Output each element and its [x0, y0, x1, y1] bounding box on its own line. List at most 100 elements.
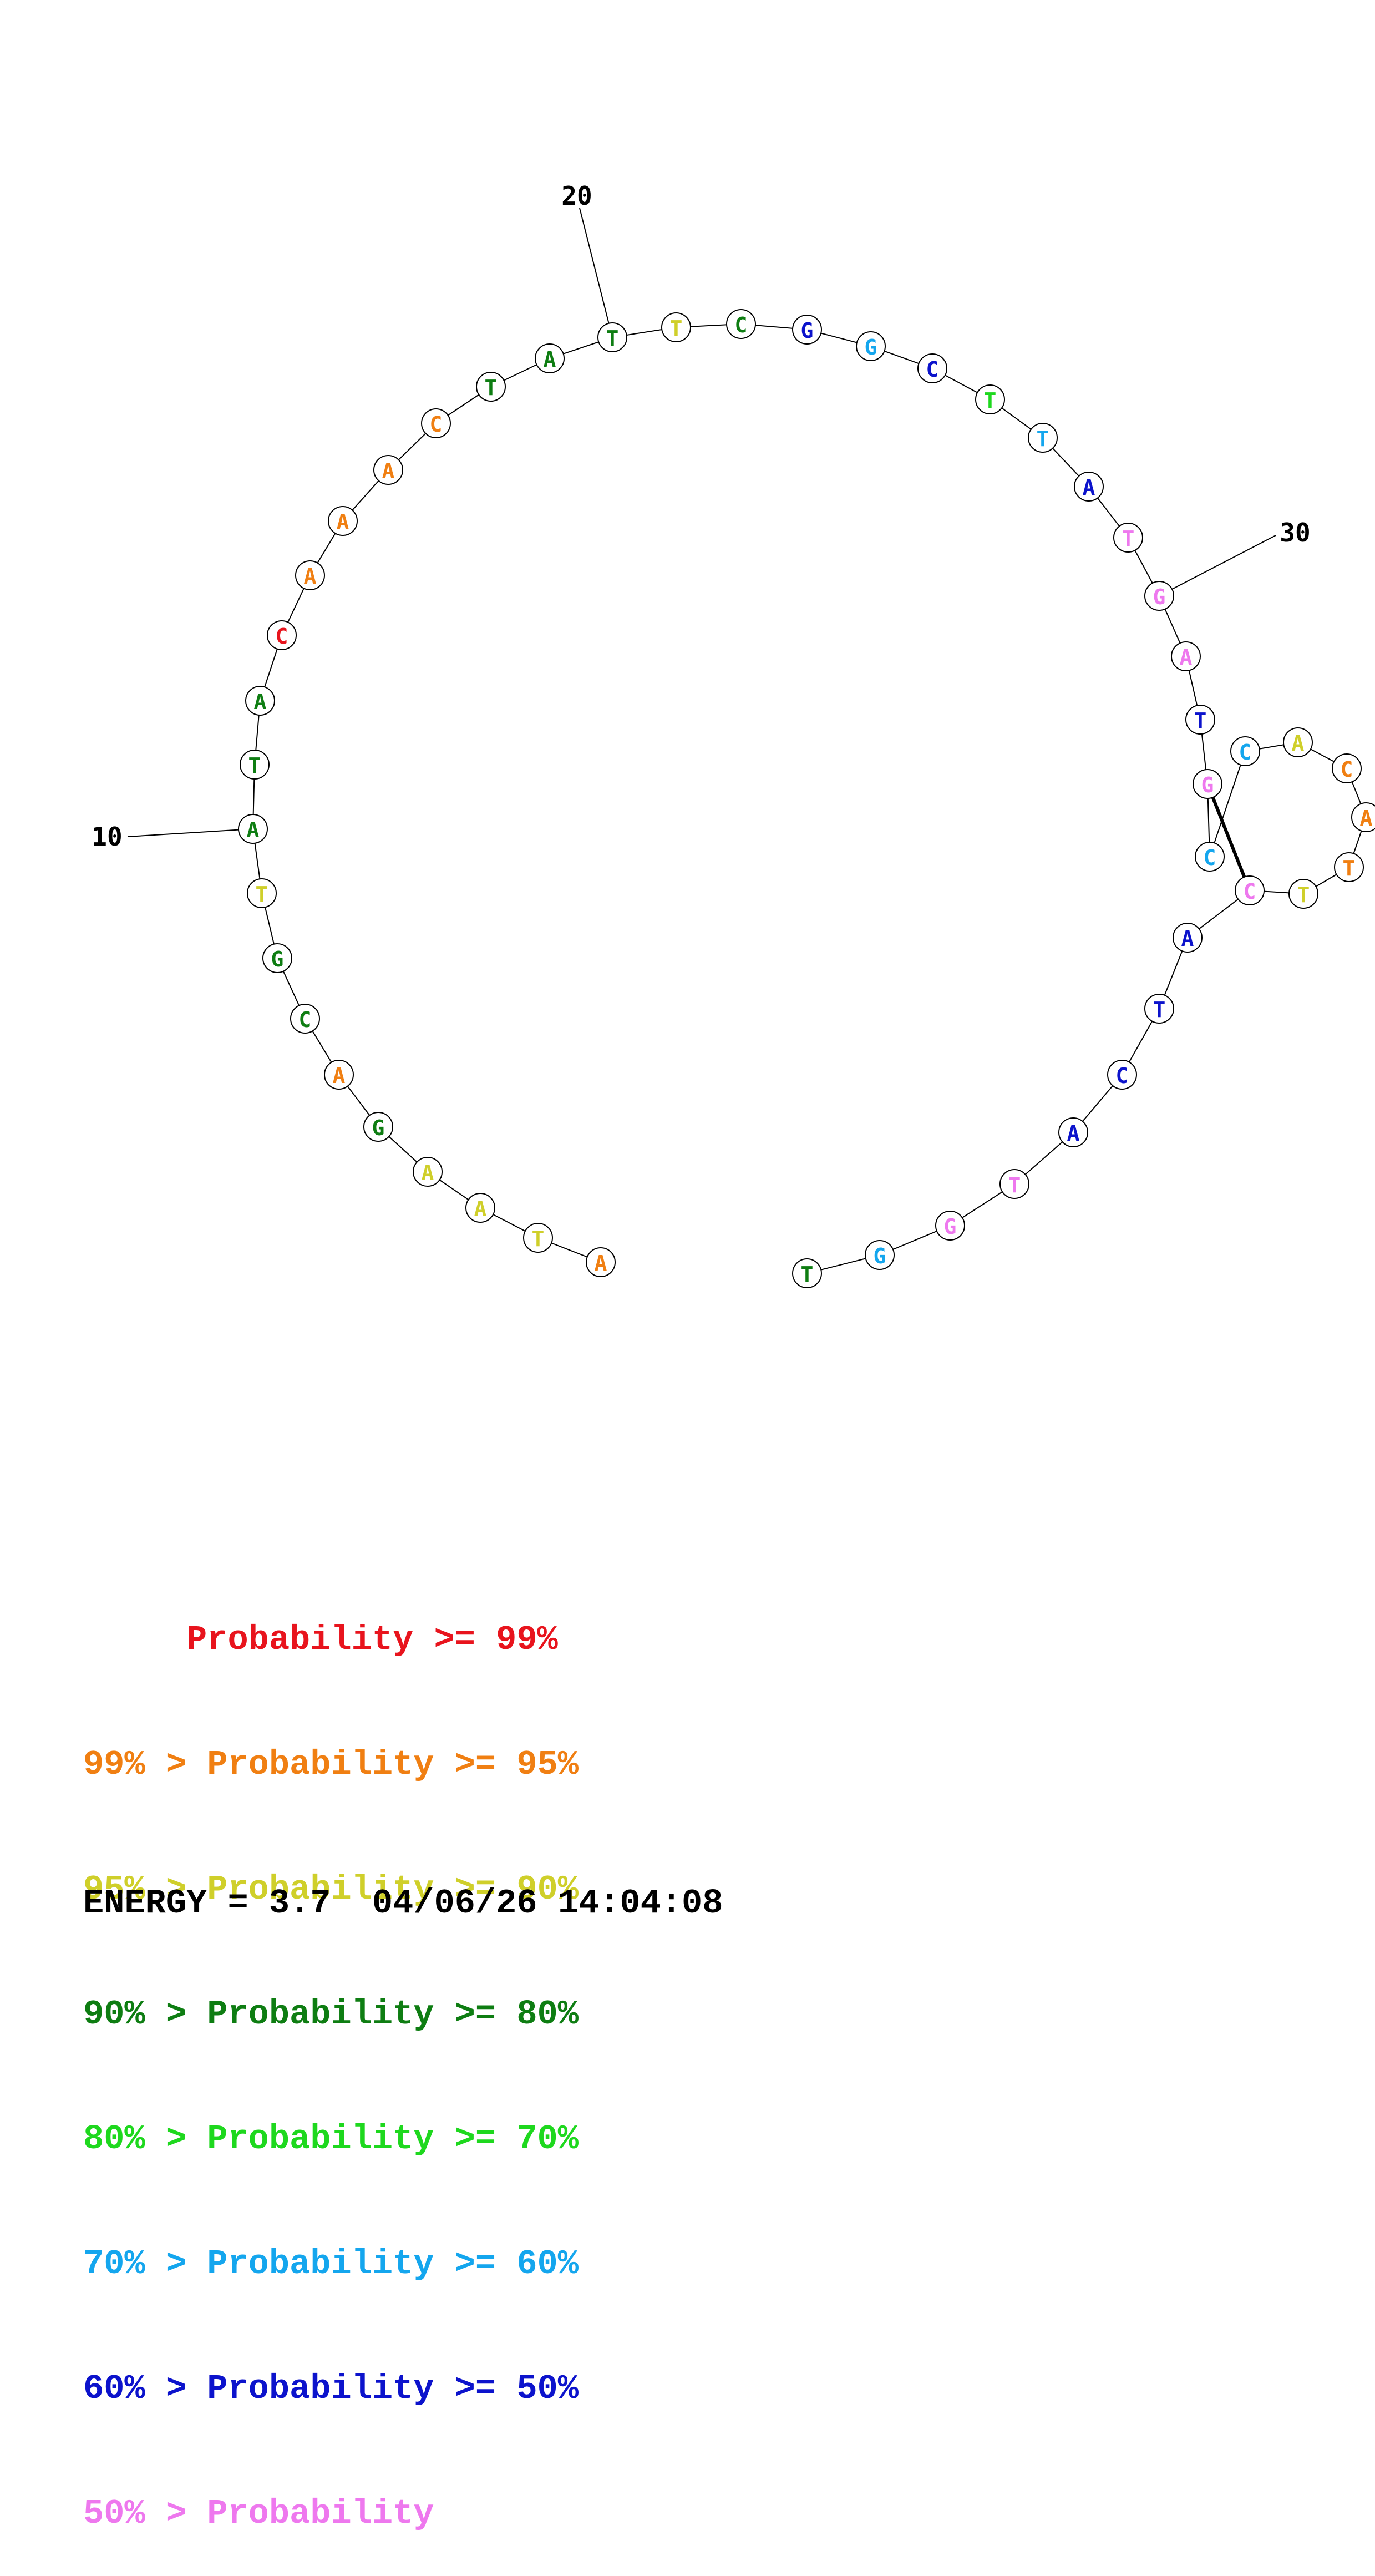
nucleotide-letter: A	[1181, 927, 1194, 951]
position-label: 10	[92, 822, 122, 852]
nucleotide: T	[523, 1223, 553, 1253]
nucleotide: C	[1235, 875, 1265, 905]
nucleotide: C	[1230, 736, 1260, 766]
nucleotide-letter: G	[801, 318, 814, 343]
position-tick-line	[127, 828, 253, 837]
nucleotide-circle	[1173, 923, 1203, 953]
nucleotide-circle	[1028, 423, 1058, 453]
probability-legend: Probability >= 99% 99% > Probability >= …	[83, 1536, 579, 2576]
nucleotide-letter: G	[1201, 773, 1214, 797]
nucleotide-circle	[1074, 472, 1104, 502]
nucleotide-letter: A	[382, 459, 395, 483]
legend-row-p70: 80% > Probability >= 70%	[83, 2119, 579, 2159]
base-pair-bonds	[1206, 783, 1251, 892]
nucleotide-letter: T	[485, 376, 498, 400]
nucleotide-circle	[1283, 727, 1313, 757]
nucleotide: C	[267, 620, 297, 650]
nucleotide-letter: C	[1116, 1064, 1129, 1088]
nucleotide: G	[865, 1240, 895, 1270]
nucleotide-circle	[290, 1004, 320, 1034]
position-label: 20	[561, 181, 592, 211]
nucleotide-circle	[267, 620, 297, 650]
nucleotide-letter: T	[1008, 1173, 1021, 1197]
nucleotide-letter: A	[1360, 806, 1373, 831]
nucleotide: A	[295, 560, 325, 590]
nucleotide: T	[661, 312, 691, 342]
nucleotide: T	[1288, 879, 1318, 909]
nucleotide-circle	[245, 686, 275, 716]
nucleotide-letter: T	[1194, 708, 1207, 733]
nucleotide: C	[1195, 842, 1225, 872]
nucleotide-letter: C	[735, 313, 748, 337]
nucleotide: T	[476, 372, 506, 402]
nucleotide-letter: T	[801, 1262, 814, 1287]
nucleotide-circle	[1195, 842, 1225, 872]
nucleotide: A	[324, 1060, 354, 1090]
nucleotide-circle	[792, 1258, 822, 1288]
nucleotide-letter: G	[874, 1244, 886, 1268]
nucleotide-letter: T	[256, 882, 268, 907]
nucleotide: T	[1185, 705, 1215, 735]
legend-row-p90: 95% > Probability >= 90%	[83, 1870, 579, 1909]
nucleotide-circle	[792, 315, 822, 345]
legend-row-p99: Probability >= 99%	[83, 1620, 558, 1659]
nucleotide-circle	[586, 1247, 616, 1277]
nucleotide-letter: C	[430, 412, 443, 437]
nucleotide-circle	[240, 750, 270, 780]
nucleotide: T	[1028, 423, 1058, 453]
nucleotide-circle	[465, 1193, 495, 1223]
nucleotide-circle	[262, 943, 292, 973]
nucleotide-letter: T	[1037, 427, 1049, 451]
nucleotide: T	[975, 384, 1005, 414]
nucleotide-circle	[865, 1240, 895, 1270]
backbone-bonds	[252, 323, 1367, 1274]
legend-row-p80: 90% > Probability >= 80%	[83, 1995, 579, 2034]
nucleotide-letter: A	[1067, 1121, 1080, 1146]
nucleotide-letter: A	[304, 564, 317, 589]
nucleotide-letter: A	[1292, 731, 1305, 756]
nucleotide-circle	[917, 353, 947, 383]
nucleotide-letter: C	[1244, 879, 1256, 904]
nucleotide-circle	[324, 1060, 354, 1090]
position-labels: 10 20 30	[92, 181, 1310, 852]
nucleotide: G	[1193, 769, 1222, 799]
nucleotide-circle	[1144, 994, 1174, 1024]
nucleotide-letter: A	[544, 347, 556, 372]
nucleotide: C	[1107, 1060, 1137, 1090]
nucleotide: G	[935, 1211, 965, 1241]
nucleotide-circle	[1230, 736, 1260, 766]
nucleotide-circle	[1171, 641, 1201, 671]
nucleotide: A	[1351, 802, 1375, 832]
nucleotide-circle	[1113, 523, 1143, 553]
nucleotide-letter: T	[606, 326, 619, 351]
nucleotide-circle	[413, 1157, 443, 1187]
nucleotide: C	[726, 309, 756, 339]
nucleotide: A	[1171, 641, 1201, 671]
nucleotide-letter: A	[595, 1251, 607, 1276]
nucleotide: A	[1074, 472, 1104, 502]
nucleotide: G	[1144, 581, 1174, 611]
nucleotide-circle	[1144, 581, 1174, 611]
nucleotide: C	[290, 1004, 320, 1034]
position-tick-line	[579, 208, 613, 338]
nucleotide: A	[465, 1193, 495, 1223]
nucleotide: T	[1334, 852, 1364, 882]
nucleotide-circle	[1193, 769, 1222, 799]
legend-row-p50: 60% > Probability >= 50%	[83, 2369, 579, 2408]
nucleotide-letter: C	[1239, 740, 1252, 765]
nucleotide-letter: T	[1153, 998, 1166, 1022]
nucleotide: A	[1283, 727, 1313, 757]
nucleotide-letter: A	[333, 1064, 346, 1088]
nucleotide-letter: G	[1153, 585, 1166, 609]
nucleotide-letter: C	[276, 624, 288, 649]
nucleotide-letter: A	[474, 1197, 487, 1221]
nucleotide-letter: C	[1204, 846, 1216, 870]
nucleotide-circle	[1235, 875, 1265, 905]
nucleotide: G	[262, 943, 292, 973]
nucleotide-letter: C	[926, 357, 939, 382]
nucleotide-letter: A	[422, 1161, 434, 1185]
nucleotide: A	[238, 814, 268, 844]
nucleotide-circle	[661, 312, 691, 342]
